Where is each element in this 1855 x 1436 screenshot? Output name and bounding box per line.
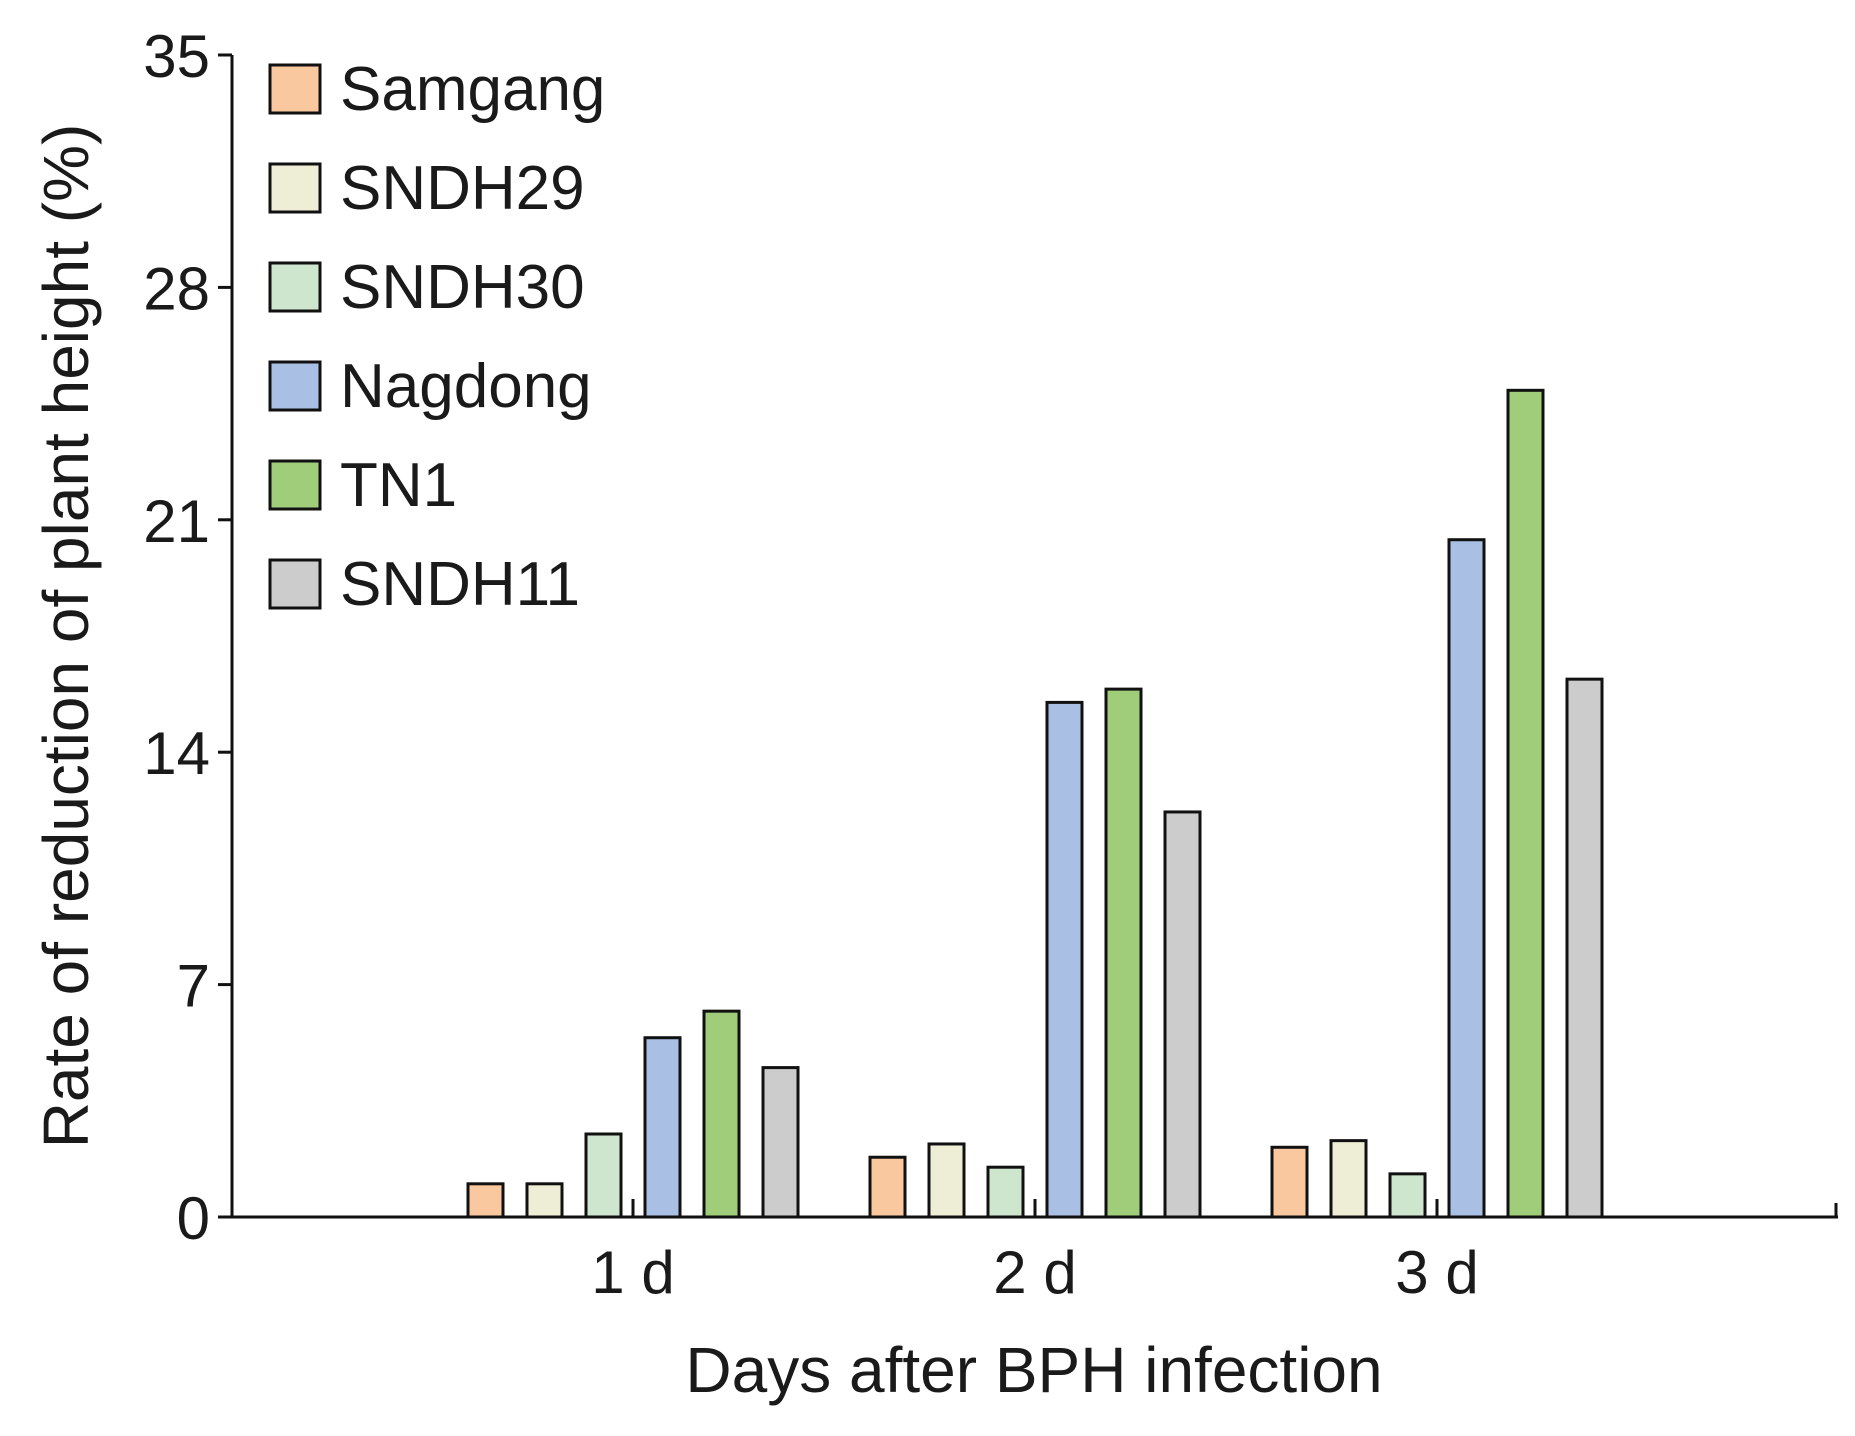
legend-label-sndh11: SNDH11 (340, 550, 580, 619)
legend-label-samgang: Samgang (340, 55, 605, 124)
x-tick-label: 1 d (591, 1239, 674, 1306)
x-tick-label: 2 d (993, 1239, 1076, 1306)
x-tick-label: 3 d (1395, 1239, 1478, 1306)
x-axis-title: Days after BPH infection (685, 1334, 1382, 1406)
legend-swatch-sndh11 (268, 558, 322, 610)
y-tick-label: 35 (143, 23, 210, 90)
legend-label-tn1: TN1 (340, 451, 457, 520)
legend-swatch-samgang (268, 63, 322, 115)
bar-sndh30-1 (584, 1132, 623, 1219)
bar-nagdong-2 (1045, 700, 1084, 1219)
x-ticks-layer: 1 d 2 d 3 d (591, 1199, 1479, 1306)
y-axis-title: Rate of reduction of plant height (%) (30, 124, 102, 1149)
bar-nagdong-1 (643, 1036, 682, 1219)
bar-tn1-1 (702, 1009, 741, 1219)
bar-nagdong-3 (1447, 538, 1486, 1219)
legend: Samgang SNDH29 SNDH30 Nagdong TN1 SNDH11 (268, 55, 605, 619)
bar-sndh30-2 (986, 1165, 1025, 1219)
legend-swatch-sndh29 (268, 162, 322, 214)
bar-sndh11-1 (761, 1066, 800, 1219)
legend-swatch-sndh30 (268, 261, 322, 313)
y-tick-label: 28 (143, 255, 210, 322)
legend-swatch-nagdong (268, 360, 322, 412)
legend-label-sndh30: SNDH30 (340, 253, 585, 322)
legend-label-nagdong: Nagdong (340, 352, 592, 421)
bar-sndh29-2 (927, 1142, 966, 1219)
y-tick-label: 14 (143, 720, 210, 787)
bar-samgang-3 (1270, 1145, 1309, 1219)
legend-label-sndh29: SNDH29 (340, 154, 585, 223)
bar-sndh29-3 (1329, 1139, 1368, 1219)
y-tick-label: 21 (143, 488, 210, 555)
bar-tn1-2 (1104, 687, 1143, 1219)
bar-sndh11-2 (1163, 810, 1202, 1219)
y-tick-label: 0 (177, 1185, 210, 1252)
y-ticks-layer: 0 7 14 21 28 35 (143, 23, 232, 1252)
legend-swatch-tn1 (268, 459, 322, 511)
bar-samgang-2 (868, 1155, 907, 1219)
bar-sndh29-1 (525, 1182, 564, 1219)
bar-sndh30-3 (1388, 1172, 1427, 1219)
y-tick-label: 7 (177, 953, 210, 1020)
bar-sndh11-3 (1565, 677, 1604, 1219)
bars-layer (466, 388, 1604, 1219)
bar-tn1-3 (1506, 388, 1545, 1219)
bar-samgang-1 (466, 1182, 505, 1219)
